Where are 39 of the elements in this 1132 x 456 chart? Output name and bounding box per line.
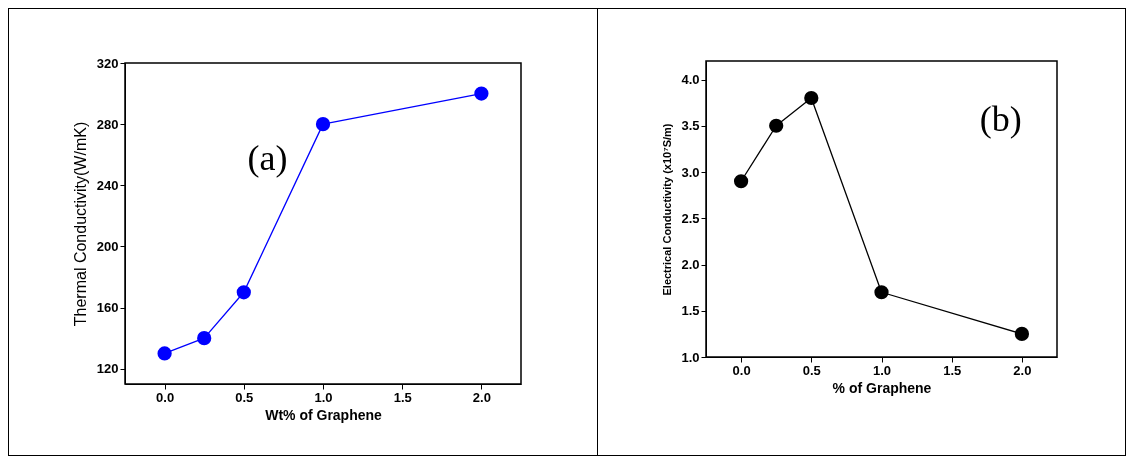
y-tick-label: 2.5 xyxy=(681,210,700,226)
x-tick-label: 0.0 xyxy=(732,362,751,378)
point xyxy=(1014,326,1030,341)
y-tick-label: 240 xyxy=(96,177,119,193)
y-axis-title: Thermal Conductivity(W/mK) xyxy=(71,121,89,327)
point xyxy=(236,285,251,300)
point xyxy=(769,118,784,133)
y-tick-label: 320 xyxy=(96,55,119,71)
y-axis-title: Electrical Conductivity (x10⁷S/m) xyxy=(661,123,674,296)
point xyxy=(733,174,749,189)
y-tick-label: 1.5 xyxy=(681,303,700,319)
x-tick-label: 1.0 xyxy=(872,362,892,378)
x-tick-label: 0.0 xyxy=(156,389,175,405)
y-tick-label: 160 xyxy=(96,300,119,316)
y-tick-label: 3.5 xyxy=(681,118,700,134)
y-tick-label: 3.0 xyxy=(681,164,700,180)
x-tick-label: 2.0 xyxy=(1013,362,1032,378)
x-axis-title: % of Graphene xyxy=(832,379,932,396)
point xyxy=(474,86,489,101)
x-tick-label: 1.5 xyxy=(943,362,962,378)
y-tick-label: 4.0 xyxy=(681,72,700,87)
x-tick-label: 1.0 xyxy=(314,389,333,405)
x-tick-label: 0.5 xyxy=(802,362,821,378)
x-tick-label: 0.5 xyxy=(235,389,254,405)
y-tick-label: 200 xyxy=(96,238,119,254)
annotation: (b) xyxy=(979,99,1022,140)
y-tick-label: 2.0 xyxy=(681,257,700,272)
point xyxy=(197,331,212,346)
y-tick-label: 120 xyxy=(96,361,119,377)
point xyxy=(804,90,819,106)
y-tick-label: 280 xyxy=(96,116,119,132)
y-tick-label: 1.0 xyxy=(681,349,700,365)
point xyxy=(874,285,889,300)
x-tick-label: 1.5 xyxy=(393,389,412,405)
point xyxy=(157,346,172,361)
point xyxy=(315,117,331,132)
x-axis-title: Wt% of Graphene xyxy=(265,406,383,423)
x-tick-label: 2.0 xyxy=(472,389,491,405)
annotation: (a) xyxy=(247,138,288,179)
